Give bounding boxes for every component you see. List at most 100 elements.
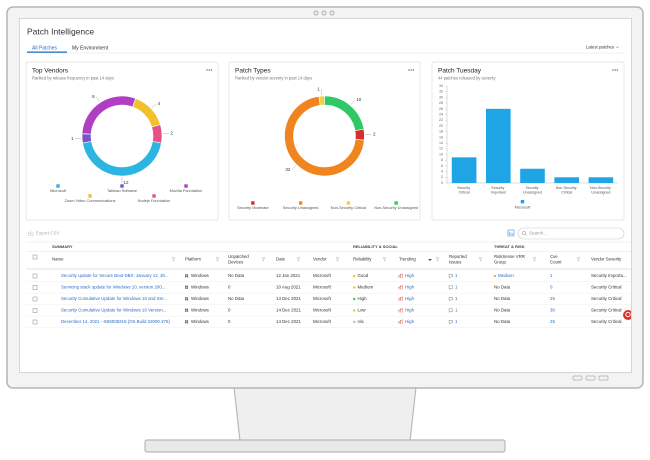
patch-link[interactable]: Security update for Secure Boot DBX: Jan… [61, 273, 169, 278]
tab[interactable]: All Patches [32, 45, 58, 51]
x-tick-label: Non-Security Critical [556, 186, 578, 195]
legend-swatch [251, 201, 255, 205]
legend-label: Non-Security Unassigned [374, 205, 418, 210]
filter-icon [435, 257, 440, 262]
card-subtitle: Ranked by vendor severity in past 14 day… [235, 76, 312, 81]
cell: High [405, 296, 415, 301]
export-button[interactable]: Export CSV [36, 231, 60, 236]
filter-icon [478, 257, 483, 262]
column-header[interactable]: Unpatched Devices [228, 254, 250, 265]
donut-segment [324, 95, 365, 131]
column-header[interactable]: Cve Count [550, 254, 562, 265]
legend-swatch [120, 184, 124, 188]
data-label: 2 [170, 130, 173, 135]
card [228, 61, 421, 221]
menu-dot [408, 69, 410, 71]
windows-icon [185, 274, 187, 276]
sort-icon [428, 259, 432, 261]
search-icon [522, 231, 526, 235]
checkbox[interactable] [32, 319, 38, 325]
column-header[interactable]: Name [52, 257, 64, 262]
reliability-dot [353, 297, 356, 301]
cell: High [405, 285, 415, 290]
menu-dot [208, 69, 210, 71]
windows-icon [186, 274, 189, 276]
bar [588, 177, 614, 183]
column-header[interactable]: RiskSense VRR Group [494, 254, 526, 265]
patch-link[interactable]: Security Cumulative Update for Windows 1… [61, 308, 166, 313]
y-tick-label: 20 [439, 124, 443, 128]
y-tick-label: 18 [439, 130, 443, 134]
monitor-button [598, 375, 609, 381]
column-header[interactable]: Platform [185, 257, 201, 262]
data-label: 4 [158, 101, 161, 106]
legend-swatch [394, 201, 398, 205]
column-group: SUMMARY [52, 244, 73, 249]
filter-icon [215, 257, 220, 262]
column-header[interactable]: Vendor [313, 257, 327, 262]
menu-dot [412, 69, 415, 71]
leader-line [96, 96, 100, 102]
cell: Microsoft [313, 285, 332, 290]
cell: 12 Jan 2021 [276, 273, 301, 278]
legend-label: Microsoft [515, 205, 532, 210]
cell: Security Critical [591, 319, 622, 324]
monitor-base [144, 439, 506, 453]
cell: Security Critical [591, 308, 622, 313]
windows-icon [185, 308, 187, 311]
column-header[interactable]: Vendor Severity [591, 257, 622, 262]
checkbox[interactable] [32, 273, 38, 279]
donut-segment [354, 128, 365, 141]
checkbox[interactable] [32, 254, 38, 260]
patch-link[interactable]: December 14, 2021 - KB5008215 (OS Build … [61, 319, 170, 324]
y-tick-label: 28 [439, 101, 443, 105]
reliability-dot [353, 320, 356, 324]
cell: Security Critical [591, 296, 622, 301]
search-placeholder: Search... [529, 231, 547, 236]
cell: 1 [455, 296, 458, 301]
windows-icon [186, 275, 189, 278]
patch-link[interactable]: Servicing stack update for Windows 10, v… [61, 285, 165, 290]
card [431, 61, 625, 221]
y-tick-label: 26 [439, 107, 443, 111]
checkbox[interactable] [32, 308, 38, 313]
legend-swatch [152, 194, 156, 198]
menu-dot [614, 69, 616, 71]
y-tick-label: 2 [441, 175, 443, 179]
legend-label: Security Unassigned [283, 205, 319, 210]
card-subtitle: Ranked by release frequency in past 14 d… [32, 76, 114, 81]
checkbox[interactable] [32, 285, 38, 290]
column-header[interactable]: Trending [399, 257, 416, 262]
vrr-dot [494, 275, 496, 277]
column-header[interactable]: Date [276, 257, 286, 262]
column-header[interactable]: Reliability [353, 257, 372, 262]
comment-icon [448, 308, 453, 313]
camera-dot [321, 10, 327, 16]
windows-icon [185, 320, 187, 322]
cell: 14 Dec 2021 [276, 319, 301, 324]
column-header[interactable]: Reported Issues [449, 254, 468, 265]
chart-toggle[interactable] [507, 229, 515, 237]
cell: Windows [191, 319, 210, 324]
cell: Microsoft [313, 308, 332, 313]
x-tick-label: Security Critical [457, 186, 471, 195]
legend-label: Non-Security Critical [331, 205, 367, 210]
y-tick-label: 16 [439, 135, 443, 139]
cell: Medium [498, 273, 514, 278]
y-tick-label: 14 [439, 141, 443, 145]
cell: Windows [191, 308, 210, 313]
search-box[interactable] [517, 227, 625, 240]
cell: No Data [494, 285, 511, 290]
filter-dropdown[interactable]: Latest patches [586, 45, 614, 50]
windows-icon [185, 297, 187, 299]
x-tick-label: Non-Security Unassigned [590, 186, 612, 195]
tab[interactable]: My Environment [72, 45, 109, 51]
y-tick-label: 6 [441, 164, 443, 168]
bar [554, 177, 580, 183]
data-label: 10 [356, 97, 362, 102]
reliability-dot [353, 309, 356, 312]
checkbox[interactable] [32, 296, 38, 302]
windows-icon [186, 285, 189, 288]
patch-link[interactable]: Security Cumulative Update for Windows 1… [61, 296, 167, 301]
windows-icon [185, 298, 187, 301]
